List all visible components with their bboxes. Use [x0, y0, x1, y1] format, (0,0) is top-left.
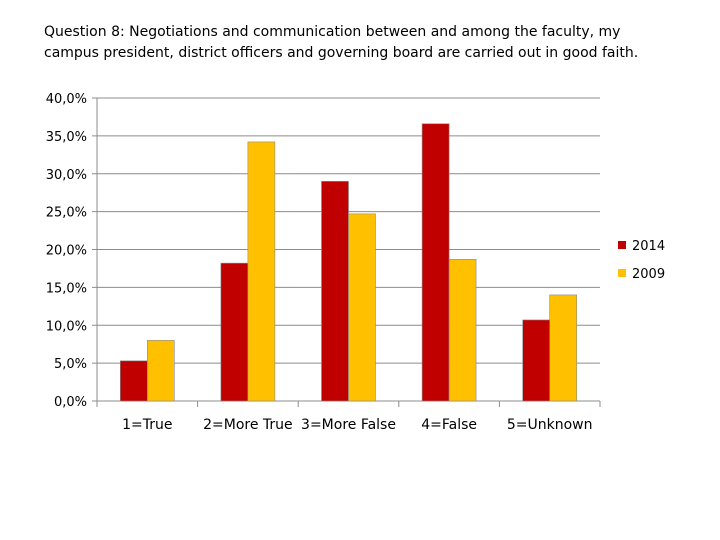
bar-2009-1: [147, 340, 175, 402]
bar-2009-5: [549, 294, 578, 402]
y-tick-label: 5,0%: [54, 357, 87, 372]
y-tick-label: 20,0%: [46, 244, 87, 259]
bar-2014-3: [321, 181, 349, 402]
legend: 2014 2009: [618, 239, 665, 282]
legend-label-2009: 2009: [632, 267, 665, 282]
chart-title: Question 8: Negotiations and communicati…: [44, 22, 704, 64]
bar-2009-3: [348, 213, 376, 402]
x-axis: 1=True 2=More True 3=More False 4=False 5=Un…: [96, 400, 601, 433]
x-tick-label: 1=True: [122, 417, 172, 433]
x-tick-label: 2=More True: [203, 417, 293, 433]
y-tick-label: 30,0%: [46, 168, 87, 183]
chart-title-line-1: Question 8: Negotiations and communicati…: [44, 24, 621, 40]
x-tick-label: 5=Unknown: [507, 417, 593, 433]
y-tick-label: 15,0%: [46, 281, 87, 296]
y-tick-label: 35,0%: [46, 130, 87, 145]
bar-2009-4: [448, 259, 477, 402]
legend-label-2014: 2014: [632, 239, 665, 254]
bar-2014-5: [522, 319, 551, 402]
bar-2009-2: [247, 141, 276, 402]
y-axis: 0,0% 5,0% 10,0% 15,0% 20,0% 25,0% 30,0% 35,0% 40…: [46, 92, 98, 410]
bar-2014-2: [220, 262, 249, 402]
y-tick-label: 40,0%: [46, 92, 87, 107]
y-tick-label: 25,0%: [46, 206, 87, 221]
y-tick-label: 0,0%: [54, 395, 87, 410]
bars: [120, 123, 578, 402]
legend-swatch-2009: [618, 269, 626, 277]
y-tick-label: 10,0%: [46, 319, 87, 334]
gridlines: [97, 97, 600, 364]
legend-swatch-2014: [618, 241, 626, 249]
bar-2014-1: [120, 360, 148, 402]
chart-title-line-2: campus president, district officers and …: [44, 45, 639, 61]
bar-2014-4: [421, 123, 450, 402]
x-tick-label: 3=More False: [301, 417, 396, 433]
x-tick-label: 4=False: [421, 417, 477, 433]
